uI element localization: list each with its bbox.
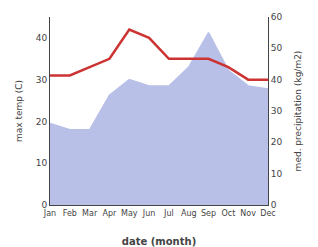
svg-text:10: 10	[271, 169, 283, 179]
svg-text:Dec: Dec	[260, 209, 275, 218]
svg-text:med. precipitation (kg/m2): med. precipitation (kg/m2)	[293, 51, 303, 172]
svg-text:40: 40	[271, 75, 283, 85]
svg-text:40: 40	[36, 33, 48, 43]
svg-text:Apr: Apr	[103, 209, 118, 218]
svg-text:max temp (C): max temp (C)	[14, 80, 24, 142]
svg-text:Jun: Jun	[142, 209, 156, 218]
svg-text:50: 50	[271, 43, 283, 53]
svg-text:Oct: Oct	[221, 209, 235, 218]
svg-text:Nov: Nov	[240, 209, 256, 218]
svg-text:date (month): date (month)	[122, 236, 196, 247]
svg-text:Feb: Feb	[63, 209, 77, 218]
svg-text:30: 30	[36, 75, 48, 85]
svg-text:Sep: Sep	[201, 209, 216, 218]
svg-text:Mar: Mar	[82, 209, 98, 218]
svg-text:60: 60	[271, 12, 283, 22]
svg-text:May: May	[121, 209, 138, 218]
svg-text:0: 0	[271, 200, 277, 210]
svg-text:Aug: Aug	[181, 209, 197, 218]
svg-text:20: 20	[271, 137, 283, 147]
svg-text:30: 30	[271, 106, 283, 116]
svg-text:0: 0	[41, 200, 47, 210]
svg-text:Jul: Jul	[163, 209, 174, 218]
svg-text:Jan: Jan	[43, 209, 56, 218]
svg-text:20: 20	[36, 117, 48, 127]
svg-text:10: 10	[36, 158, 48, 168]
